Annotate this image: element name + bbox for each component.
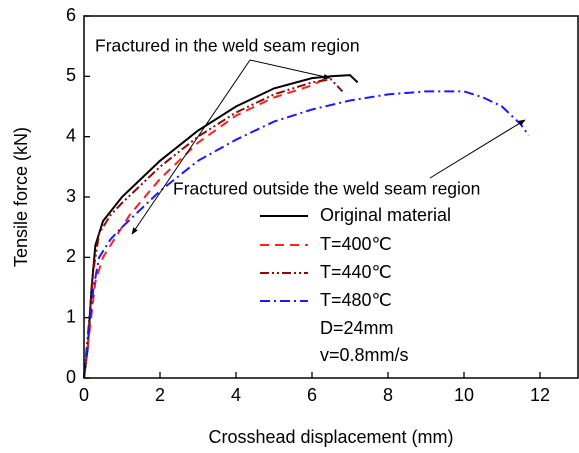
- x-tick-label: 6: [307, 385, 317, 405]
- y-tick-label: 6: [66, 5, 76, 25]
- x-tick-label: 12: [530, 385, 550, 405]
- y-axis-label: Tensile force (kN): [11, 127, 31, 267]
- annotation-arrow: [429, 119, 526, 179]
- annotation-arrow: [131, 59, 251, 235]
- annotation-arrow: [249, 59, 331, 80]
- series-line: [83, 90, 530, 379]
- plot-area: [83, 74, 530, 379]
- note: v=0.8mm/s: [320, 345, 409, 365]
- legend-label: T=400℃: [320, 234, 392, 254]
- x-axis-label: Crosshead displacement (mm): [208, 427, 453, 447]
- y-tick-label: 5: [66, 65, 76, 85]
- x-tick-label: 10: [454, 385, 474, 405]
- annotation: Fractured outside the weld seam region: [173, 179, 480, 199]
- series-line: [83, 76, 328, 379]
- legend-label: T=440℃: [320, 262, 392, 282]
- x-tick-label: 0: [79, 385, 89, 405]
- y-tick-label: 4: [66, 125, 76, 145]
- x-tick-label: 2: [155, 385, 165, 405]
- legend-label: T=480℃: [320, 290, 392, 310]
- legend-label: Original material: [320, 205, 451, 225]
- series-line: [83, 78, 344, 379]
- x-tick-label: 8: [383, 385, 393, 405]
- y-tick-label: 0: [66, 367, 76, 387]
- y-tick-label: 3: [66, 186, 76, 206]
- series-line: [83, 74, 359, 379]
- note: D=24mm: [320, 318, 394, 338]
- y-tick-label: 2: [66, 246, 76, 266]
- annotation: Fractured in the weld seam region: [95, 36, 360, 56]
- x-tick-label: 4: [231, 385, 241, 405]
- y-tick-label: 1: [66, 306, 76, 326]
